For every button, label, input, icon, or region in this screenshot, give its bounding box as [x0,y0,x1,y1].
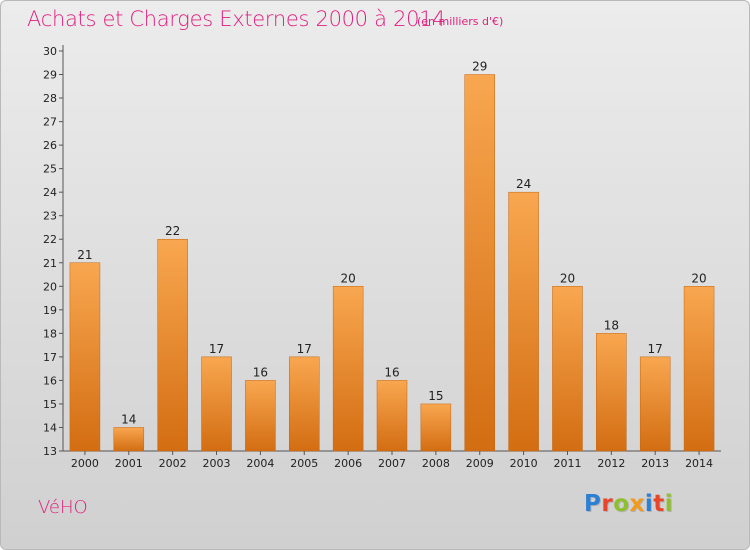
bar-value-label: 17 [209,342,224,356]
bar-value-label: 15 [428,389,443,403]
bar [332,286,364,452]
y-tick-label: 15 [43,398,57,411]
logo-letter: x [629,491,645,517]
x-tick-label: 2014 [685,457,713,470]
bar [113,427,145,452]
logo-letter: t [653,491,665,517]
logo-letter: o [613,491,630,517]
x-tick-label: 2004 [246,457,274,470]
chart-title: Achats et Charges Externes 2000 à 2014 [27,7,446,31]
bar-value-label: 18 [604,318,619,332]
y-tick-label: 28 [43,92,57,105]
bar-value-label: 16 [384,365,399,379]
bar [596,333,627,452]
bar [639,356,671,452]
bar [376,380,408,452]
x-tick-label: 2008 [422,457,450,470]
bar [69,262,101,452]
y-tick-label: 14 [43,421,57,434]
y-tick-label: 19 [43,304,57,317]
logo-letter: i [664,491,674,517]
bar [508,191,539,452]
x-tick-label: 2013 [641,457,669,470]
logo-letter: r [601,491,614,517]
bar [245,380,276,452]
y-tick-label: 18 [43,327,57,340]
bar [420,403,452,452]
bar-value-label: 20 [560,271,575,285]
bar [201,356,232,452]
bar-value-label: 20 [691,271,706,285]
bar [464,74,495,452]
y-tick-label: 13 [43,445,57,458]
x-tick-label: 2009 [466,457,494,470]
y-tick-label: 25 [43,163,57,176]
x-tick-label: 2003 [203,457,231,470]
y-tick-label: 16 [43,374,57,387]
y-tick-label: 27 [43,116,57,129]
x-tick-label: 2002 [159,457,187,470]
y-tick-label: 21 [43,257,57,270]
bar [683,286,715,452]
bar [289,356,320,452]
x-tick-label: 2012 [597,457,625,470]
x-tick-label: 2000 [71,457,99,470]
bar-value-label: 20 [340,271,355,285]
x-tick-label: 2007 [378,457,406,470]
bar-value-label: 16 [253,365,268,379]
y-tick-label: 20 [43,280,57,293]
bar-value-label: 17 [297,342,312,356]
bar-value-label: 24 [516,177,531,191]
y-tick-label: 30 [43,45,57,58]
commune-name: VéHO [38,497,88,518]
y-tick-label: 24 [43,186,57,199]
bar-value-label: 14 [121,412,136,426]
chart-subtitle: (en milliers d'€) [417,15,504,28]
x-tick-label: 2001 [115,457,143,470]
logo-letter: i [644,491,654,517]
x-tick-label: 2010 [510,457,538,470]
bar-value-label: 22 [165,224,180,238]
bar-value-label: 17 [648,342,663,356]
bar-value-label: 29 [472,60,487,74]
x-tick-label: 2011 [553,457,581,470]
bar-value-label: 21 [77,248,92,262]
y-tick-label: 29 [43,69,57,82]
logo-letter: P [584,491,602,517]
y-tick-label: 23 [43,210,57,223]
proxiti-logo: Proxiti [584,491,673,521]
y-tick-label: 17 [43,351,57,364]
y-tick-label: 22 [43,233,57,246]
y-tick-label: 26 [43,139,57,152]
bar [552,286,583,452]
bar [157,238,188,452]
x-tick-label: 2006 [334,457,362,470]
x-tick-label: 2005 [290,457,318,470]
